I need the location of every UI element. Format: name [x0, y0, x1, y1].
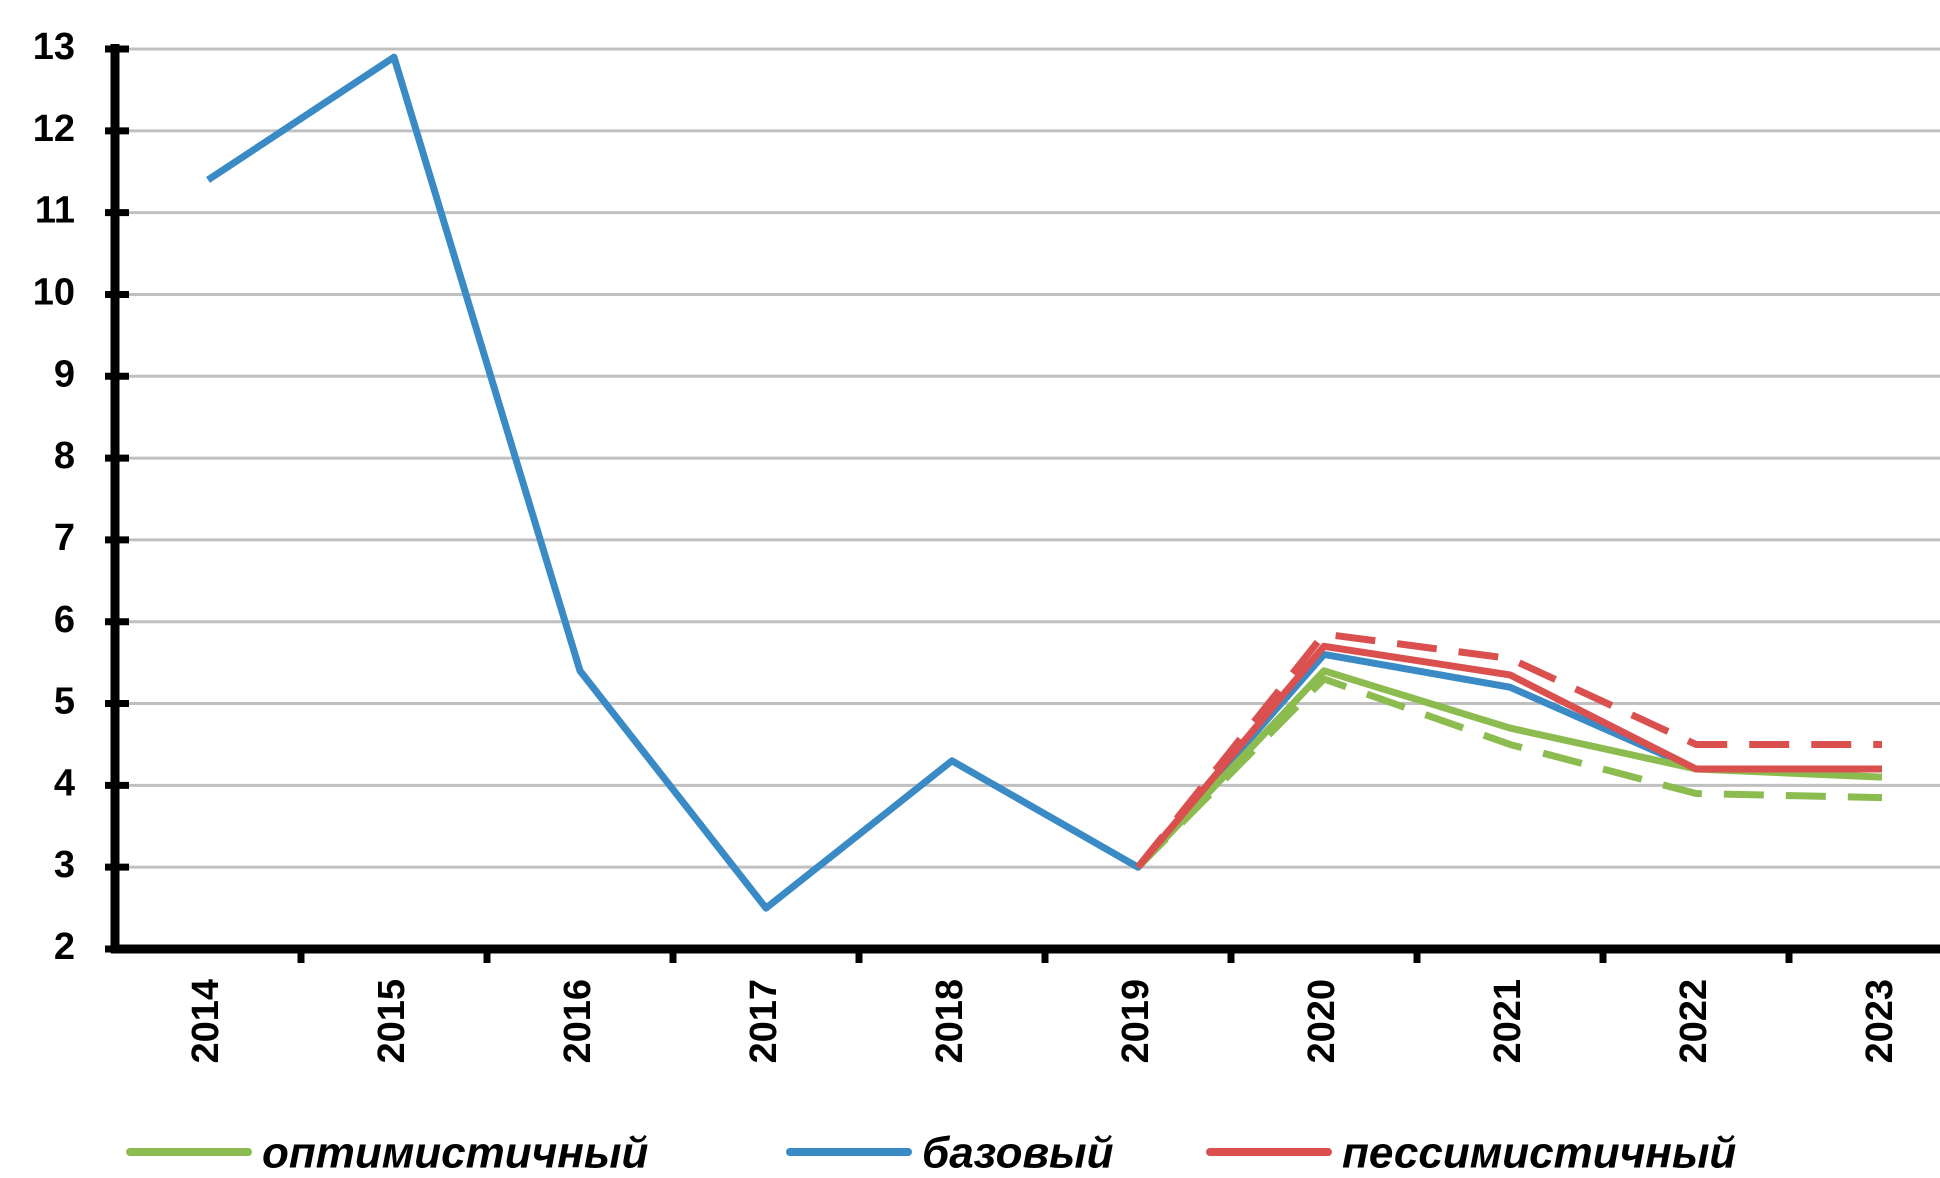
- x-tick-label: 2014: [185, 979, 227, 1064]
- y-tick-label: 12: [33, 108, 75, 150]
- y-tick-label: 8: [54, 435, 75, 477]
- y-tick-label: 4: [54, 762, 75, 804]
- legend-text: пессимистичный: [1342, 1129, 1736, 1178]
- legend-text: оптимистичный: [262, 1129, 648, 1178]
- y-tick-label: 5: [54, 681, 75, 723]
- y-tick-label: 7: [54, 517, 75, 559]
- series-line: [206, 53, 1882, 912]
- y-tick-label: 9: [54, 353, 75, 395]
- y-tick-label: 11: [35, 190, 75, 232]
- legend-text: базовый: [922, 1129, 1114, 1178]
- y-tick-label: 10: [33, 271, 75, 313]
- x-tick-label: 2016: [557, 979, 599, 1064]
- x-tick-label: 2020: [1301, 979, 1343, 1064]
- x-tick-label: 2023: [1859, 979, 1901, 1064]
- x-tick-label: 2015: [371, 979, 413, 1064]
- x-tick-label: 2022: [1673, 979, 1715, 1064]
- x-tick-label: 2019: [1115, 979, 1157, 1064]
- dashed-line: [1135, 630, 1882, 870]
- series-line: [1135, 642, 1882, 870]
- x-tick-label: 2021: [1487, 979, 1529, 1064]
- x-tick-label: 2018: [929, 979, 971, 1064]
- y-tick-label: 3: [54, 844, 75, 886]
- dashed-line: [1135, 675, 1883, 870]
- y-tick-label: 13: [33, 26, 75, 68]
- y-tick-label: 6: [54, 599, 75, 641]
- y-tick-label: 2: [54, 926, 75, 968]
- x-tick-label: 2017: [743, 979, 785, 1064]
